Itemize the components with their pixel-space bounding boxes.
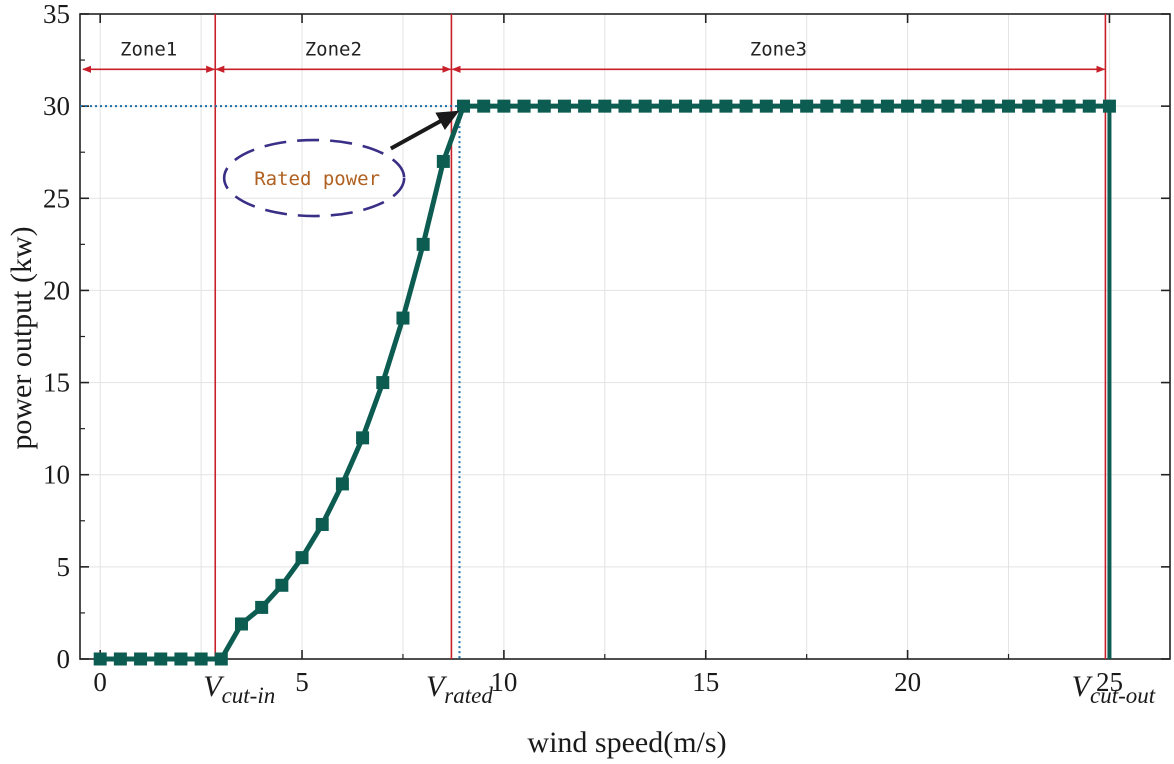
data-point-marker: [1082, 99, 1096, 113]
data-point-marker: [113, 652, 127, 666]
data-point-marker: [618, 99, 632, 113]
data-point-marker: [214, 652, 228, 666]
x-tick-label: 5: [295, 667, 309, 697]
v-rated-label: Vrated: [426, 670, 493, 708]
x-axis-title: wind speed(m/s): [527, 726, 726, 759]
rated-power-arrow: [389, 110, 460, 151]
power-curve-series: [93, 99, 1116, 666]
v-subscript: cut-out: [1090, 683, 1156, 708]
zone-label: Zone1: [120, 38, 177, 60]
v-cut-out-label: Vcut-out: [1072, 670, 1156, 708]
y-tick-label: 25: [43, 183, 70, 213]
y-tick-label: 35: [43, 0, 70, 29]
data-point-marker: [860, 99, 874, 113]
x-tick-label: 0: [93, 667, 107, 697]
data-point-marker: [477, 99, 491, 113]
data-point-marker: [517, 99, 531, 113]
data-point-marker: [921, 99, 935, 113]
data-point-marker: [457, 99, 471, 113]
rated-power-label: Rated power: [254, 168, 380, 190]
v-subscript: rated: [444, 683, 493, 708]
data-point-marker: [820, 99, 834, 113]
data-point-marker: [699, 99, 713, 113]
data-point-marker: [719, 99, 733, 113]
data-point-marker: [759, 99, 773, 113]
rated-power-annotation: Rated power: [222, 110, 460, 218]
axis-labels: wind speed(m/s) power output (kw): [5, 226, 727, 759]
data-point-marker: [840, 99, 854, 113]
data-point-marker: [658, 99, 672, 113]
data-point-marker: [1022, 99, 1036, 113]
data-point-marker: [800, 99, 814, 113]
v-symbol: V: [203, 670, 225, 703]
data-point-marker: [679, 99, 693, 113]
data-point-marker: [93, 652, 107, 666]
data-point-marker: [335, 477, 349, 491]
data-point-marker: [880, 99, 894, 113]
y-tick-label: 30: [43, 91, 70, 121]
data-point-marker: [739, 99, 753, 113]
data-point-marker: [396, 311, 410, 325]
axis-ticks: 0 5 10 15 20 25 0 5 10 15 20 25 30 35: [43, 0, 1170, 697]
y-tick-label: 15: [43, 368, 70, 398]
data-point-marker: [981, 99, 995, 113]
data-point-marker: [537, 99, 551, 113]
data-point-marker: [356, 431, 370, 445]
y-tick-label: 20: [43, 275, 70, 305]
v-subscript: cut-in: [222, 683, 276, 708]
zone-arrows: Zone1 Zone2 Zone3: [82, 38, 1106, 73]
data-point-marker: [1102, 99, 1116, 113]
data-point-marker: [194, 652, 208, 666]
data-point-marker: [557, 99, 571, 113]
data-point-marker: [416, 237, 430, 251]
data-point-marker: [255, 600, 269, 614]
data-point-marker: [315, 517, 329, 531]
v-cut-in-label: Vcut-in: [203, 670, 275, 708]
data-point-marker: [234, 617, 248, 631]
data-point-marker: [1042, 99, 1056, 113]
y-tick-label: 10: [43, 460, 70, 490]
v-symbol: V: [1072, 670, 1094, 703]
data-point-marker: [941, 99, 955, 113]
reference-lines: Vcut-in Vrated Vcut-out: [80, 14, 1156, 708]
data-point-marker: [174, 652, 188, 666]
data-point-marker: [638, 99, 652, 113]
data-point-marker: [295, 551, 309, 565]
data-point-marker: [901, 99, 915, 113]
v-symbol: V: [426, 670, 448, 703]
y-tick-label: 5: [57, 552, 71, 582]
data-point-marker: [154, 652, 168, 666]
zone-label: Zone2: [305, 38, 362, 60]
data-point-marker: [376, 376, 390, 390]
data-point-marker: [779, 99, 793, 113]
data-point-marker: [134, 652, 148, 666]
data-point-marker: [275, 578, 289, 592]
x-tick-label: 25: [1096, 667, 1123, 697]
data-point-marker: [578, 99, 592, 113]
rated-power-ellipse: [222, 138, 406, 218]
y-tick-label: 0: [57, 644, 71, 674]
x-tick-label: 15: [692, 667, 719, 697]
data-point-marker: [1002, 99, 1016, 113]
data-point-marker: [436, 154, 450, 168]
data-point-marker: [1062, 99, 1076, 113]
data-point-marker: [598, 99, 612, 113]
x-tick-label: 20: [894, 667, 921, 697]
data-point-marker: [961, 99, 975, 113]
x-tick-label: 10: [490, 667, 517, 697]
data-point-marker: [497, 99, 511, 113]
zone-label: Zone3: [750, 38, 807, 60]
y-axis-title: power output (kw): [5, 226, 38, 449]
